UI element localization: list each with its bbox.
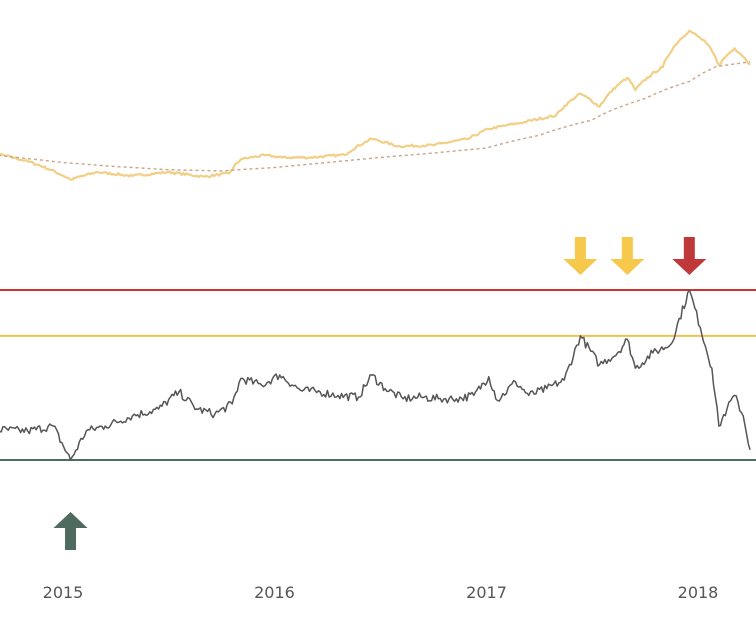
down-arrow-marker-3 xyxy=(672,237,707,275)
oscillator-line xyxy=(0,289,751,461)
down-arrow-marker-2 xyxy=(610,237,645,275)
x-tick-label-2017: 2017 xyxy=(466,583,507,602)
moving-average-line xyxy=(0,61,751,172)
x-tick-label-2018: 2018 xyxy=(678,583,719,602)
price-panel xyxy=(0,29,751,181)
oscillator-panel xyxy=(0,237,756,550)
x-tick-label-2015: 2015 xyxy=(43,583,84,602)
x-axis: 2015 2016 2017 2018 xyxy=(43,583,719,602)
up-arrow-marker xyxy=(53,512,88,550)
x-tick-label-2016: 2016 xyxy=(254,583,295,602)
down-arrow-marker-1 xyxy=(563,237,598,275)
price-line xyxy=(0,29,751,181)
